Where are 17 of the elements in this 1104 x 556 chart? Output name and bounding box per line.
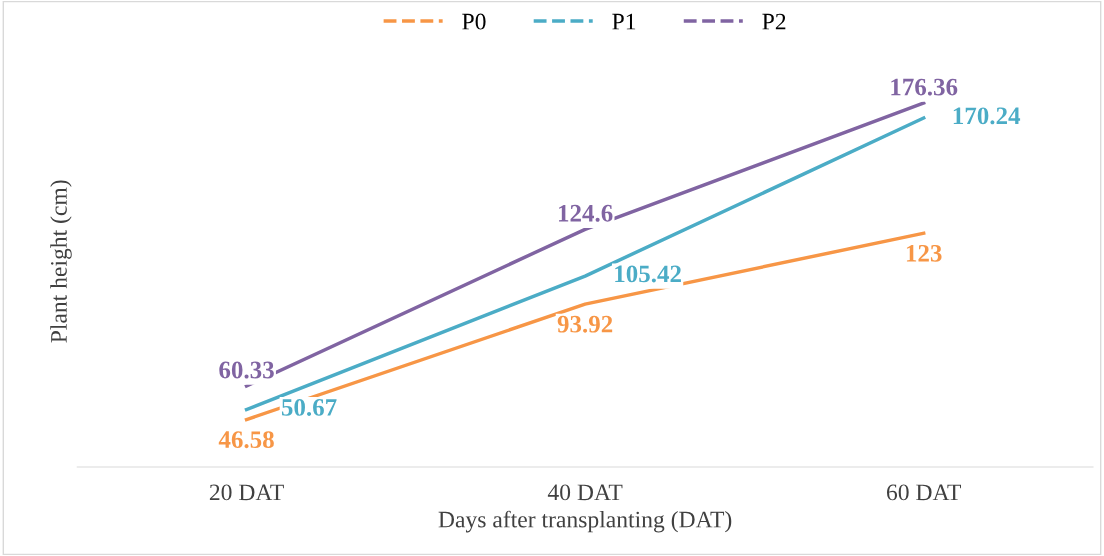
x-axis-title: Days after transplanting (DAT) xyxy=(438,510,732,533)
data-label: 60.33 xyxy=(219,361,274,379)
data-label: 93.92 xyxy=(557,315,613,333)
legend-label: P0 xyxy=(462,13,486,30)
data-label: 123 xyxy=(906,244,942,262)
y-axis-title: Plant height (cm) xyxy=(50,180,72,343)
legend-label: P2 xyxy=(762,13,786,30)
data-label: 46.58 xyxy=(218,431,274,449)
legend-label: P1 xyxy=(612,13,636,30)
x-tick-label: 20 DAT xyxy=(209,484,284,501)
data-label: 124.6 xyxy=(559,204,613,222)
data-label: 50.67 xyxy=(281,398,337,416)
x-tick-label: 60 DAT xyxy=(886,484,961,501)
data-label: 170.24 xyxy=(953,107,1021,125)
x-tick-label: 40 DAT xyxy=(547,484,623,501)
data-label: 176.36 xyxy=(891,78,958,96)
data-label: 105.42 xyxy=(615,265,681,283)
